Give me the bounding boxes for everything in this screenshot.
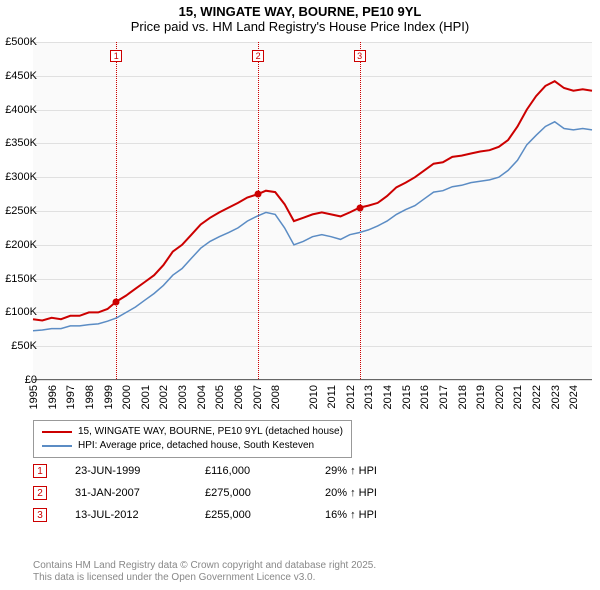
x-axis-label: 2019 (475, 385, 487, 409)
event-table-row: 2 31-JAN-2007£275,00020% ↑ HPI (33, 486, 573, 500)
x-axis-label: 2001 (140, 385, 152, 409)
event-table-row: 1 23-JUN-1999£116,00029% ↑ HPI (33, 464, 573, 478)
x-axis-label: 2003 (177, 385, 189, 409)
x-axis-label: 1996 (47, 385, 59, 409)
x-axis-label: 2002 (158, 385, 170, 409)
event-num-marker: 2 (33, 486, 47, 500)
legend-row: 15, WINGATE WAY, BOURNE, PE10 9YL (detac… (42, 425, 343, 439)
event-hpi: 29% ↑ HPI (325, 465, 377, 477)
event-date: 31-JAN-2007 (75, 487, 205, 499)
title-subtitle: Price paid vs. HM Land Registry's House … (0, 19, 600, 34)
x-axis-label: 2012 (345, 385, 357, 409)
x-axis-label: 2010 (308, 385, 320, 409)
event-hpi: 16% ↑ HPI (325, 509, 377, 521)
footer-line2: This data is licensed under the Open Gov… (33, 572, 376, 584)
y-axis-label: £250K (5, 205, 37, 217)
event-table-row: 3 13-JUL-2012£255,00016% ↑ HPI (33, 508, 573, 522)
legend-swatch (42, 431, 72, 433)
x-axis-label: 2022 (531, 385, 543, 409)
footer-attribution: Contains HM Land Registry data © Crown c… (33, 560, 376, 584)
series-line (33, 81, 592, 320)
x-axis-label: 2016 (419, 385, 431, 409)
x-axis-label: 2024 (568, 385, 580, 409)
event-date: 23-JUN-1999 (75, 465, 205, 477)
x-axis-label: 2011 (326, 385, 338, 409)
x-axis-label: 2018 (457, 385, 469, 409)
chart-lines (33, 42, 592, 379)
x-axis-label: 1999 (103, 385, 115, 409)
y-axis-label: £50K (11, 340, 37, 352)
legend-swatch (42, 445, 72, 447)
x-axis-label: 2006 (233, 385, 245, 409)
y-axis-label: £500K (5, 36, 37, 48)
event-dot (113, 298, 120, 305)
legend-label: 15, WINGATE WAY, BOURNE, PE10 9YL (detac… (78, 425, 343, 439)
y-axis-label: £300K (5, 171, 37, 183)
event-date: 13-JUL-2012 (75, 509, 205, 521)
footer-line1: Contains HM Land Registry data © Crown c… (33, 560, 376, 572)
y-axis-label: £400K (5, 104, 37, 116)
x-axis-label: 2023 (550, 385, 562, 409)
event-price: £255,000 (205, 509, 325, 521)
chart-plot-area: 1 2 3 (33, 42, 592, 380)
y-axis-label: £100K (5, 306, 37, 318)
grid-line (33, 380, 592, 381)
x-axis-label: 1998 (84, 385, 96, 409)
event-price: £275,000 (205, 487, 325, 499)
event-hpi: 20% ↑ HPI (325, 487, 377, 499)
event-num-marker: 1 (33, 464, 47, 478)
title-address: 15, WINGATE WAY, BOURNE, PE10 9YL (0, 4, 600, 19)
event-dot (356, 204, 363, 211)
x-axis-label: 2017 (438, 385, 450, 409)
x-axis-label: 2013 (363, 385, 375, 409)
y-axis-label: £350K (5, 137, 37, 149)
title-block: 15, WINGATE WAY, BOURNE, PE10 9YL Price … (0, 0, 600, 36)
event-marker: 1 (110, 50, 122, 62)
chart-container: 15, WINGATE WAY, BOURNE, PE10 9YL Price … (0, 0, 600, 590)
legend-row: HPI: Average price, detached house, Sout… (42, 439, 343, 453)
event-price: £116,000 (205, 465, 325, 477)
x-axis-label: 2000 (121, 385, 133, 409)
x-axis-label: 2005 (214, 385, 226, 409)
x-axis-label: 2015 (401, 385, 413, 409)
event-marker: 3 (354, 50, 366, 62)
x-axis-label: 2014 (382, 385, 394, 409)
legend: 15, WINGATE WAY, BOURNE, PE10 9YL (detac… (33, 420, 352, 458)
event-num-marker: 3 (33, 508, 47, 522)
legend-label: HPI: Average price, detached house, Sout… (78, 439, 314, 453)
x-axis-label: 2004 (196, 385, 208, 409)
x-axis-label: 2007 (252, 385, 264, 409)
y-axis-label: £150K (5, 273, 37, 285)
y-axis-label: £200K (5, 239, 37, 251)
event-marker: 2 (252, 50, 264, 62)
x-axis-label: 2008 (270, 385, 282, 409)
x-axis-label: 1995 (28, 385, 40, 409)
event-dot (255, 191, 262, 198)
x-axis-label: 2021 (512, 385, 524, 409)
x-axis-label: 1997 (65, 385, 77, 409)
events-table: 1 23-JUN-1999£116,00029% ↑ HPI 2 31-JAN-200… (33, 464, 573, 530)
y-axis-label: £450K (5, 70, 37, 82)
x-axis-label: 2020 (494, 385, 506, 409)
